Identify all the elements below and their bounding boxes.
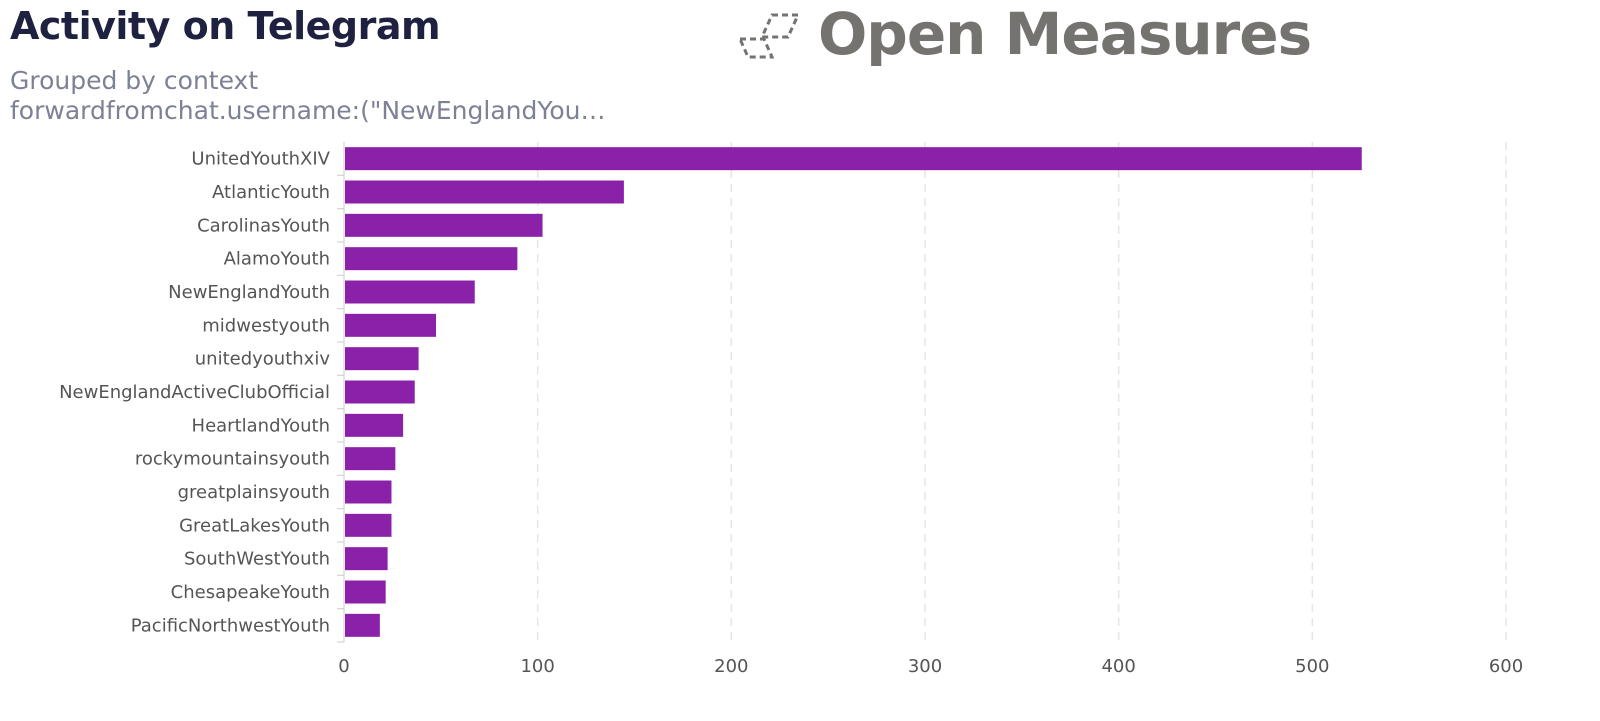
bar <box>345 247 518 271</box>
open-measures-logo: Open Measures <box>738 0 1312 68</box>
y-category-label: GreatLakesYouth <box>179 515 330 536</box>
y-category-label: midwestyouth <box>202 315 330 336</box>
x-tick-label: 600 <box>1489 656 1523 677</box>
chart-title: Activity on Telegram <box>10 4 441 48</box>
logo-cube-icon <box>738 13 801 59</box>
y-category-label: rockymountainsyouth <box>135 449 330 470</box>
bar <box>345 147 1362 171</box>
x-tick-label: 400 <box>1101 656 1135 677</box>
y-category-label: HeartlandYouth <box>192 415 330 436</box>
bar <box>345 513 392 537</box>
logo-text: Open Measures <box>818 0 1312 68</box>
x-tick-label: 200 <box>714 656 748 677</box>
y-category-label: ChesapeakeYouth <box>171 582 330 603</box>
y-category-label: UnitedYouthXIV <box>191 149 330 170</box>
bar <box>345 447 396 471</box>
bar <box>345 613 380 637</box>
bar <box>345 547 388 571</box>
y-category-label: NewEnglandYouth <box>168 282 330 303</box>
y-category-label: unitedyouthxiv <box>195 349 331 370</box>
chart-subtitle: Grouped by context <box>10 66 259 95</box>
bar <box>345 347 419 371</box>
y-category-label: CarolinasYouth <box>197 215 330 236</box>
bar <box>345 280 475 304</box>
x-tick-label: 500 <box>1295 656 1329 677</box>
bar <box>345 380 415 404</box>
chart-query: forwardfromchat.username:("NewEnglandYou… <box>10 96 606 125</box>
y-category-label: NewEnglandActiveClubOfficial <box>59 382 330 403</box>
y-category-label: AlamoYouth <box>224 249 330 270</box>
x-tick-label: 0 <box>338 656 349 677</box>
bar <box>345 413 404 437</box>
bar <box>345 313 437 337</box>
bar <box>345 580 386 604</box>
y-category-label: greatplainsyouth <box>178 482 330 503</box>
y-category-label: PacificNorthwestYouth <box>131 615 330 636</box>
bar <box>345 180 624 204</box>
y-category-label: SouthWestYouth <box>184 549 330 570</box>
bar <box>345 213 543 237</box>
x-tick-label: 100 <box>520 656 554 677</box>
y-category-label: AtlanticYouth <box>212 182 330 203</box>
x-tick-label: 300 <box>908 656 942 677</box>
bar <box>345 480 392 504</box>
